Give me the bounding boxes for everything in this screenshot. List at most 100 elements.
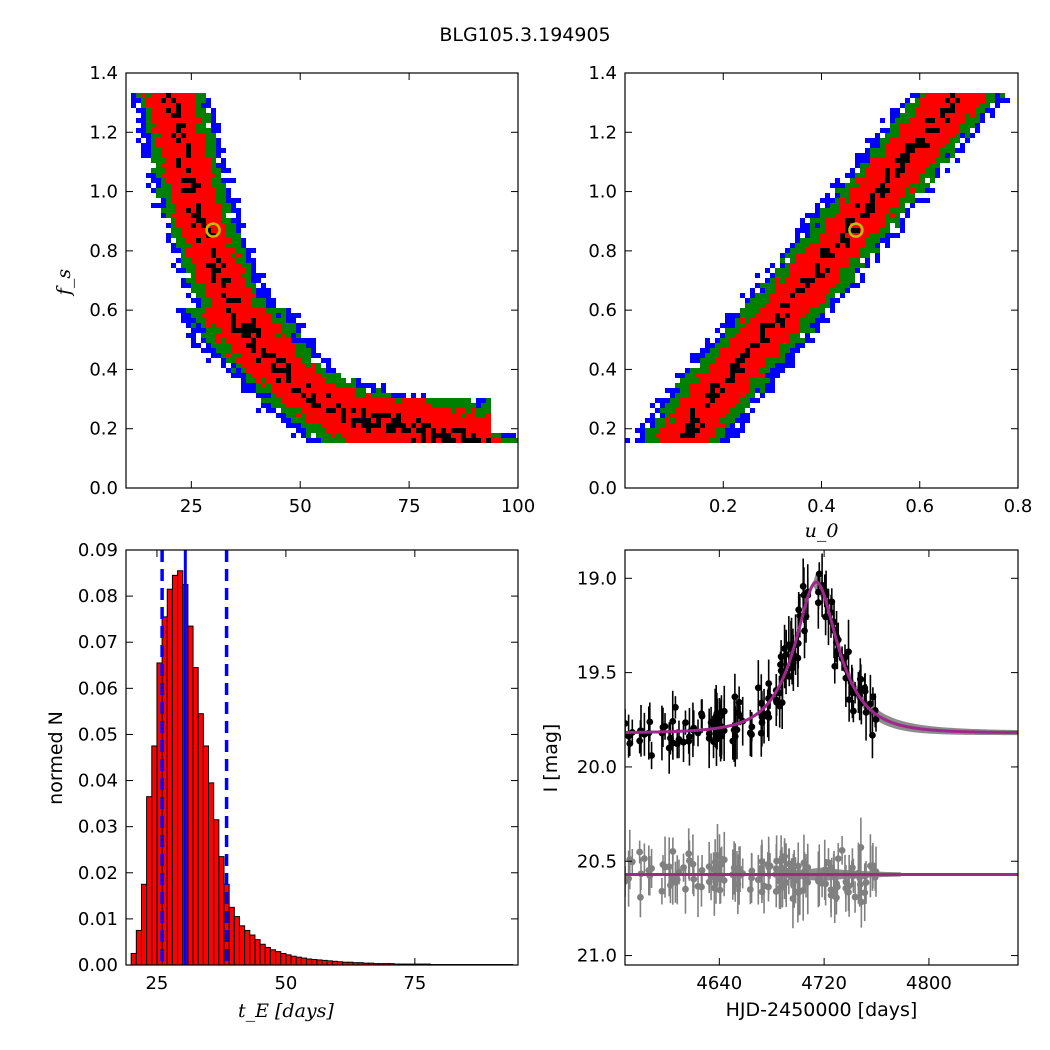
heatmap-cell [291, 393, 296, 398]
heatmap-cell [346, 403, 351, 408]
heatmap-cell [246, 278, 251, 283]
heatmap-cell [750, 303, 755, 308]
heatmap-cell [790, 358, 795, 363]
x-axis-label: u_0 [805, 520, 839, 542]
heatmap-cell [785, 283, 790, 288]
heatmap-cell [745, 343, 750, 348]
heatmap-cell [241, 243, 246, 248]
heatmap-cell [880, 188, 885, 193]
heatmap-cell [191, 283, 196, 288]
heatmap-cell [201, 318, 206, 323]
heatmap-cell [251, 363, 256, 368]
heatmap-cell [256, 388, 261, 393]
heatmap-cell [705, 398, 710, 403]
heatmap-cell [196, 183, 201, 188]
heatmap-cell [291, 373, 296, 378]
heatmap-cell [815, 293, 820, 298]
heatmap-cell [196, 198, 201, 203]
heatmap-cell [261, 393, 266, 398]
heatmap-cell [680, 393, 685, 398]
heatmap-cell [865, 153, 870, 158]
heatmap-cell [785, 288, 790, 293]
heatmap-cell [840, 203, 845, 208]
heatmap-cell [166, 188, 171, 193]
heatmap-cell [915, 168, 920, 173]
heatmap-cell [820, 273, 825, 278]
heatmap-cell [161, 98, 166, 103]
heatmap-cell [396, 423, 401, 428]
heatmap-cell [770, 358, 775, 363]
heatmap-cell [281, 348, 286, 353]
heatmap-cell [775, 323, 780, 328]
heatmap-cell [790, 273, 795, 278]
heatmap-cell [1000, 93, 1005, 98]
heatmap-cell [940, 133, 945, 138]
heatmap-cell [226, 338, 231, 343]
data-point [869, 731, 876, 739]
heatmap-cell [750, 313, 755, 318]
heatmap-cell [436, 403, 441, 408]
heatmap-cell [336, 408, 341, 413]
heatmap-cell [770, 383, 775, 388]
heatmap-cell [161, 103, 166, 108]
heatmap-cell [745, 418, 750, 423]
heatmap-cell [870, 153, 875, 158]
heatmap-cell [191, 233, 196, 238]
heatmap-cell [426, 438, 431, 443]
heatmap-cell [715, 408, 720, 413]
heatmap-cell [925, 168, 930, 173]
heatmap-cell [171, 198, 176, 203]
heatmap-cell [865, 163, 870, 168]
heatmap-cell [705, 423, 710, 428]
heatmap-cell [211, 238, 216, 243]
heatmap-cell [241, 248, 246, 253]
heatmap-cell [855, 188, 860, 193]
heatmap-cell [186, 258, 191, 263]
heatmap-cell [965, 138, 970, 143]
heatmap-cell [176, 123, 181, 128]
heatmap-cell [770, 388, 775, 393]
heatmap-cell [191, 343, 196, 348]
heatmap-cell [196, 218, 201, 223]
heatmap-cell [166, 123, 171, 128]
heatmap-cell [231, 328, 236, 333]
heatmap-cell [650, 403, 655, 408]
heatmap-cell [446, 423, 451, 428]
heatmap-cell [835, 223, 840, 228]
heatmap-cell [231, 223, 236, 228]
heatmap-cell [306, 438, 311, 443]
heatmap-cell [890, 173, 895, 178]
heatmap-cell [236, 268, 241, 273]
heatmap-cell [890, 113, 895, 118]
heatmap-cell [860, 178, 865, 183]
heatmap-cell [241, 378, 246, 383]
heatmap-cell [1005, 98, 1010, 103]
heatmap-cell [276, 363, 281, 368]
heatmap-cell [910, 118, 915, 123]
heatmap-cell [910, 198, 915, 203]
heatmap-cell [391, 403, 396, 408]
heatmap-cell [171, 93, 176, 98]
heatmap-cell [261, 348, 266, 353]
heatmap-cell [755, 373, 760, 378]
heatmap-cell [211, 313, 216, 318]
heatmap-cell [296, 398, 301, 403]
heatmap-cell [216, 208, 221, 213]
data-point [648, 752, 655, 759]
heatmap-cell [401, 428, 406, 433]
heatmap-cell [156, 158, 161, 163]
heatmap-cell [855, 228, 860, 233]
heatmap-cell [391, 433, 396, 438]
heatmap-cell [211, 213, 216, 218]
heatmap-cell [371, 433, 376, 438]
heatmap-cell [176, 178, 181, 183]
heatmap-cell [805, 263, 810, 268]
heatmap-cell [156, 93, 161, 98]
heatmap-cell [481, 413, 486, 418]
heatmap-cell [291, 383, 296, 388]
heatmap-cell [735, 313, 740, 318]
heatmap-cell [391, 408, 396, 413]
heatmap-cell [855, 258, 860, 263]
heatmap-cell [825, 233, 830, 238]
heatmap-cell [755, 378, 760, 383]
